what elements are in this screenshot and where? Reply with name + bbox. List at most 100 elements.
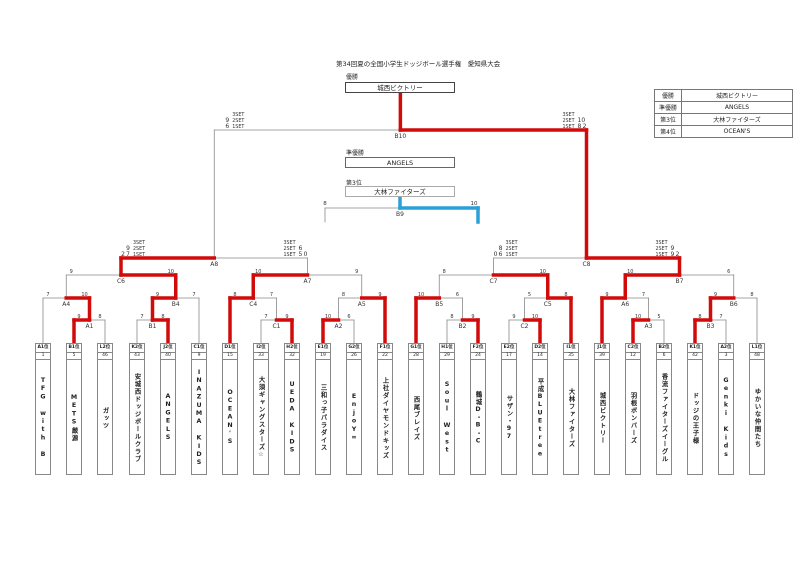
set-label: 3SET — [562, 112, 574, 118]
match-label: B6 — [730, 301, 738, 308]
match-score: 10 — [325, 314, 331, 320]
match-label: C1 — [272, 323, 280, 330]
page-title: 第34回夏の全国小学生ドッジボール選手権 愛知県大会 — [336, 60, 501, 68]
team-name: ANGELS — [164, 393, 172, 443]
rank-cell: 第3位 — [654, 113, 682, 126]
team-number: 43 — [130, 353, 144, 360]
set-label: 1SET — [133, 252, 145, 258]
match-label: B3 — [707, 323, 715, 330]
match-label: C7 — [489, 278, 497, 285]
team-box: G2位 26 EnjoY∞ — [346, 343, 362, 475]
team-number: 42 — [688, 353, 702, 360]
team-name: 大林ファイターズ — [567, 388, 575, 448]
team-name-cell: 三和っ子パラダイス — [316, 360, 330, 476]
team-box: A1位 1 TFG with B — [35, 343, 51, 475]
match-score: 9 — [605, 292, 608, 298]
team-name-cell: UEDA KIDS — [285, 360, 299, 476]
match-label: A5 — [358, 301, 366, 308]
set-score: 7 — [126, 251, 130, 258]
match-label: C6 — [117, 278, 125, 285]
match-score: 10 — [81, 292, 87, 298]
match-label: C2 — [520, 323, 528, 330]
team-box: K1位 42 ドッジの王子様 — [687, 343, 703, 475]
team-name: OCEAN'S — [226, 389, 234, 447]
match-label: B9 — [396, 211, 404, 218]
team-name: 城西ビクトリー — [598, 391, 606, 445]
results-table: 優勝 城西ビクトリー 準優勝 ANGELS 第3位 大林ファイターズ 第4位 OCEAN… — [654, 89, 793, 138]
match-label: B5 — [435, 301, 443, 308]
team-seed: H2位 — [285, 344, 299, 353]
team-seed: D1位 — [223, 344, 237, 353]
team-box: C1位 9 INAZUMA KIDS — [191, 343, 207, 475]
third-place-label: 第3位 — [346, 180, 362, 187]
team-seed: I2位 — [254, 344, 268, 353]
team-number: 40 — [161, 353, 175, 360]
team-number: 28 — [409, 353, 423, 360]
team-box: L1位 48 ゆかいな仲間たち — [749, 343, 765, 475]
match-score: 9 — [156, 292, 159, 298]
match-score: 9 — [512, 314, 515, 320]
team-number: 48 — [750, 353, 764, 360]
team-number: 6 — [657, 353, 671, 360]
match-score: 6 — [347, 314, 350, 320]
team-number: 17 — [502, 353, 516, 360]
team-name: 三和っ子パラダイス — [319, 384, 327, 452]
set-label: 2SET — [232, 118, 244, 124]
team-box: E1位 19 三和っ子パラダイス — [315, 343, 331, 475]
set-score: 9 — [671, 251, 675, 258]
match-label: B4 — [172, 301, 180, 308]
set-label: 3SET — [506, 240, 518, 246]
team-number: 5 — [67, 353, 81, 360]
match-label: A2 — [335, 323, 343, 330]
team-seed: D2位 — [533, 344, 547, 353]
team-name: ゆかいな仲間たち — [753, 388, 761, 448]
match-score: 9 — [378, 292, 381, 298]
match-score: 9 — [70, 269, 73, 275]
team-box: I1位 35 大林ファイターズ — [563, 343, 579, 475]
team-number: 9 — [192, 353, 206, 360]
team-name-cell: 平成BLUEtree — [533, 360, 547, 476]
match-total: 2 — [676, 251, 680, 258]
team-box: J1位 39 城西ビクトリー — [594, 343, 610, 475]
team-name-cell: 鶴城D・B・C — [471, 360, 485, 476]
team-box: D1位 15 OCEAN'S — [222, 343, 238, 475]
match-score: 7 — [270, 292, 273, 298]
team-name: ガッツ — [101, 406, 109, 430]
match-score: 8 — [342, 292, 345, 298]
set-label: 2SET — [283, 246, 295, 252]
team-seed: C2位 — [626, 344, 640, 353]
team-box: K2位 43 安城西ドッジボールクラブ — [129, 343, 145, 475]
team-name: サザン・97 — [505, 394, 513, 442]
team-number: 15 — [223, 353, 237, 360]
team-name-cell: 大須ギャングスターズ☆ — [254, 360, 268, 476]
team-name: METS厳源 — [70, 394, 78, 442]
match-score: 7 — [140, 314, 143, 320]
team-name-cell: サザン・97 — [502, 360, 516, 476]
match-score: 9 — [285, 314, 288, 320]
team-name-cell: ガッツ — [98, 360, 112, 476]
match-label: B1 — [149, 323, 157, 330]
team-number: 26 — [347, 353, 361, 360]
team-name: EnjoY∞ — [350, 393, 358, 443]
set-label: 2SET — [655, 246, 667, 252]
set-score: 9 — [126, 245, 130, 252]
team-name-cell: 西尾ブレイズ — [409, 360, 423, 476]
match-label: B2 — [459, 323, 467, 330]
team-box: L2位 46 ガッツ — [97, 343, 113, 475]
team-cell: 大林ファイターズ — [681, 113, 793, 126]
team-name: TFG with B — [39, 377, 47, 459]
match-total: 0 — [304, 251, 308, 258]
team-name: 鶴城D・B・C — [474, 390, 482, 446]
team-seed: G1位 — [409, 344, 423, 353]
match-score: 8 — [564, 292, 567, 298]
set-label: 1SET — [655, 252, 667, 258]
team-cell: OCEAN'S — [681, 125, 793, 138]
team-name: 平成BLUEtree — [536, 377, 544, 459]
set-label: 3SET — [133, 240, 145, 246]
team-seed: L1位 — [750, 344, 764, 353]
team-cell: ANGELS — [681, 101, 793, 114]
team-box: F2位 24 鶴城D・B・C — [470, 343, 486, 475]
team-seed: E2位 — [502, 344, 516, 353]
match-score: 8 — [443, 269, 446, 275]
team-name: ドッジの王子様 — [691, 391, 699, 445]
